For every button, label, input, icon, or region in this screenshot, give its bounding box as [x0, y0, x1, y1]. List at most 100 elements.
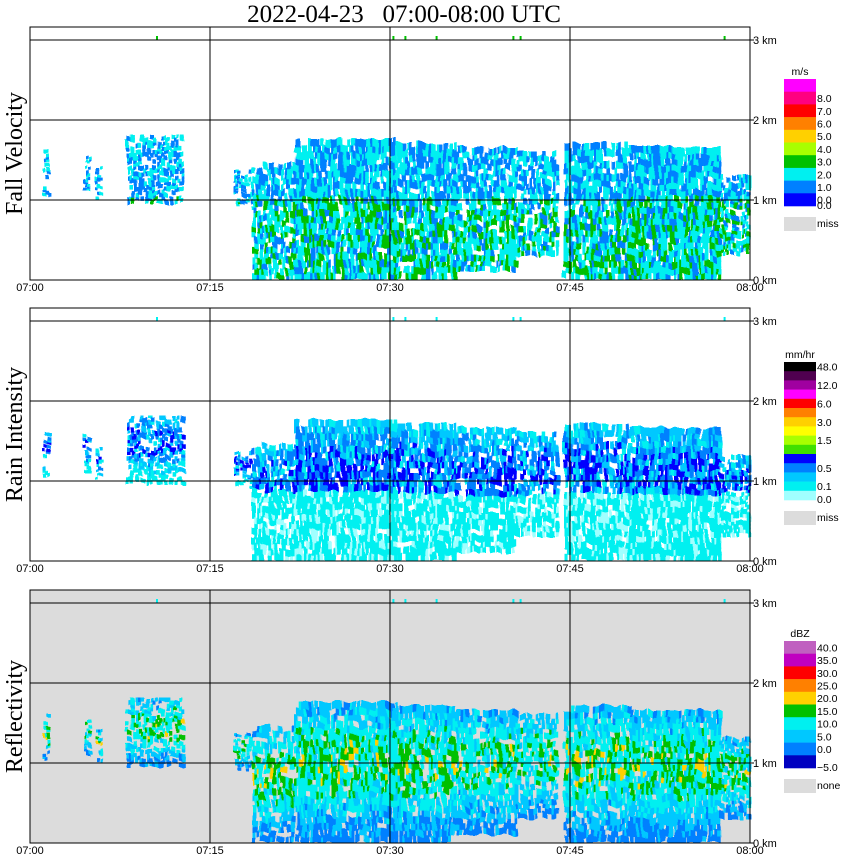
echo-cell — [404, 253, 408, 262]
echo-cell — [341, 432, 345, 441]
echo-cell — [625, 272, 629, 280]
echo-cell — [252, 231, 256, 238]
echo-cell — [360, 164, 364, 172]
echo-cell — [682, 200, 686, 208]
echo-cell — [88, 458, 92, 463]
echo-cell — [42, 187, 46, 192]
echo-cell — [686, 188, 691, 196]
echo-cell — [374, 259, 379, 268]
echo-cell — [418, 260, 422, 268]
echo-cell — [358, 425, 362, 434]
echo-cell — [280, 491, 284, 498]
echo-cell — [268, 236, 272, 244]
echo-cell — [622, 210, 627, 219]
echo-cell — [701, 260, 705, 268]
echo-cell — [263, 188, 268, 196]
echo-cell — [736, 240, 740, 246]
echo-cell — [439, 253, 444, 262]
echo-cell — [243, 193, 247, 197]
echo-cell — [456, 236, 460, 244]
echo-cell — [667, 254, 672, 262]
echo-cell — [693, 164, 698, 172]
echo-cell — [392, 154, 396, 163]
echo-cell — [268, 501, 272, 509]
echo-cell — [477, 253, 482, 261]
echo-cell — [282, 480, 286, 488]
echo-cell — [287, 162, 291, 170]
echo-cell — [578, 154, 582, 163]
echo-cell — [343, 495, 348, 504]
echo-cell — [477, 208, 482, 216]
echo-cell — [296, 521, 300, 530]
echo-cell — [691, 242, 696, 250]
echo-cell — [320, 470, 324, 479]
echo-cell — [298, 508, 303, 517]
echo-cell — [641, 182, 646, 190]
echo-cell — [287, 257, 291, 265]
echo-cell — [679, 212, 684, 220]
echo-cell — [298, 183, 303, 191]
echo-cell — [386, 259, 391, 268]
echo-cell — [696, 230, 700, 238]
echo-cell — [470, 231, 474, 239]
echo-cell — [372, 157, 376, 166]
echo-cell — [660, 266, 665, 274]
echo-cell — [472, 214, 477, 222]
echo-cell — [726, 178, 731, 184]
echo-cell — [334, 534, 338, 542]
echo-cell — [430, 167, 434, 175]
echo-cell — [329, 483, 334, 491]
echo-cell — [439, 167, 444, 175]
echo-cell — [275, 496, 279, 503]
echo-cell — [620, 179, 625, 188]
echo-cell — [501, 202, 506, 210]
echo-cell — [259, 215, 263, 222]
echo-cell — [343, 425, 348, 434]
echo-cell — [294, 457, 298, 466]
echo-cell — [492, 146, 496, 154]
echo-cell — [270, 204, 275, 212]
echo-cell — [259, 469, 263, 477]
echo-cell — [88, 177, 92, 182]
echo-cell — [42, 185, 46, 190]
echo-cell — [627, 192, 632, 200]
echo-cell — [660, 164, 665, 172]
echo-cell — [46, 473, 51, 477]
echo-cell — [138, 184, 142, 189]
echo-cell — [580, 179, 585, 188]
echo-cell — [365, 183, 369, 191]
echo-cell — [280, 496, 284, 503]
echo-cell — [611, 192, 615, 200]
echo-cell — [404, 210, 408, 219]
echo-cell — [259, 512, 263, 519]
echo-cell — [496, 174, 501, 182]
echo-cell — [291, 512, 296, 519]
echo-cell — [159, 458, 164, 464]
echo-cell — [98, 459, 102, 463]
echo-cell — [157, 458, 161, 464]
echo-cell — [174, 468, 178, 473]
echo-cell — [313, 540, 317, 549]
echo-cell — [327, 553, 331, 561]
echo-cell — [284, 268, 289, 275]
echo-cell — [615, 192, 620, 200]
echo-cell — [142, 146, 147, 152]
echo-cell — [327, 234, 331, 242]
echo-cell — [355, 176, 360, 185]
echo-cell — [456, 259, 460, 267]
echo-cell — [336, 221, 341, 230]
echo-cell — [731, 203, 735, 209]
echo-cell — [394, 185, 399, 194]
echo-cell — [710, 200, 715, 208]
echo-cell — [317, 451, 322, 460]
echo-cell — [532, 188, 536, 195]
echo-cell — [287, 464, 291, 472]
echo-cell — [701, 266, 705, 274]
echo-cell — [277, 220, 282, 228]
echo-cell — [171, 458, 176, 464]
echo-cell — [641, 260, 646, 268]
echo-cell — [618, 266, 622, 274]
echo-cell — [592, 161, 596, 169]
echo-cell — [263, 241, 268, 249]
echo-cell — [284, 210, 289, 217]
